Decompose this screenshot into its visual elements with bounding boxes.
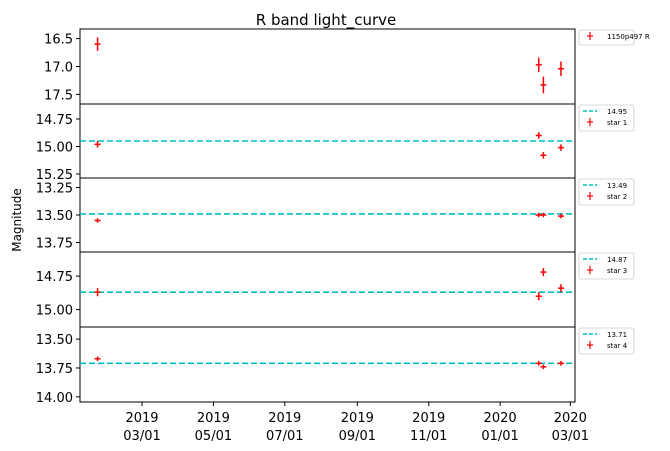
chart-title: R band light_curve [256,11,396,30]
legend-reference-label: 14.95 [607,108,627,116]
y-tick-label: 17.5 [44,88,73,103]
y-tick-label: 13.75 [36,362,73,377]
x-tick-label-date: 05/01 [195,429,232,444]
y-tick-label: 15.00 [36,304,73,319]
data-point [94,141,101,148]
x-tick-label-date: 01/01 [481,429,518,444]
x-tick-label-year: 2019 [268,411,301,426]
data-point [557,361,564,366]
data-point [94,37,101,51]
legend-reference-label: 14.87 [607,256,627,264]
y-tick-label: 13.50 [36,209,73,224]
data-point [557,61,564,76]
panel-frame [79,251,576,328]
y-tick-label: 14.00 [36,391,73,406]
data-point [535,57,542,73]
data-point [540,76,547,94]
data-point [540,152,547,159]
y-tick-label: 17.0 [44,61,73,76]
panel-2: 14.75 15.00 15.25 14.95 star 1 [36,103,635,183]
legend: 1150p497 R [578,29,650,46]
y-tick-label: 16.5 [44,33,73,48]
data-point [535,132,542,139]
panel-4: 14.75 15.00 14.87 star 3 [36,251,635,328]
x-tick-label-year: 2019 [197,411,230,426]
y-axis-label: Magnitude [10,188,24,252]
x-tick-label-year: 2019 [125,411,158,426]
legend-series-label: star 2 [607,193,627,201]
y-tick-label: 14.75 [36,270,73,285]
legend-series-label: star 4 [607,342,628,350]
data-point [94,218,101,223]
legend-series-label: star 3 [607,267,627,275]
x-tick-label-date: 03/01 [552,429,589,444]
x-tick-label-date: 03/01 [123,429,160,444]
y-tick-label: 15.00 [36,141,73,156]
legend: 13.49 star 2 [578,178,635,206]
data-point [540,268,547,277]
panel-3: 13.25 13.50 13.75 13.49 star 2 [36,177,635,253]
data-point [94,356,101,362]
y-tick-label: 13.75 [36,237,73,252]
panel-5: 13.50 13.75 14.00 13.71 star 4 [36,326,635,406]
y-tick-label: 13.50 [36,333,73,348]
panel-1: 16.5 17.0 17.5 1150p497 R [44,28,650,105]
y-tick-label: 13.25 [36,182,73,197]
x-axis: 2019 03/01 2019 05/01 2019 07/01 2019 09/01 2019… [123,402,589,444]
legend: 13.71 star 4 [578,327,635,355]
data-point [535,292,542,301]
data-point [540,212,547,218]
legend-box [578,29,635,46]
x-tick-label-date: 11/01 [410,429,447,444]
legend: 14.87 star 3 [578,252,635,280]
y-tick-label: 14.75 [36,113,73,128]
panel-frame [79,177,576,253]
y-tick-label: 15.25 [36,168,73,183]
legend-series-label: 1150p497 R [607,33,650,41]
x-tick-label-year: 2019 [341,411,374,426]
data-point [557,284,564,293]
panel-frame [79,28,576,105]
x-tick-label-year: 2020 [484,411,517,426]
data-point [535,361,542,366]
data-point [557,144,564,151]
legend-series-label: star 1 [607,119,627,127]
x-tick-label-date: 07/01 [266,429,303,444]
x-tick-label-year: 2019 [412,411,445,426]
data-point [540,364,547,370]
legend-reference-label: 13.71 [607,331,627,339]
data-point [94,288,101,297]
legend: 14.95 star 1 [578,104,635,132]
legend-reference-label: 13.49 [607,182,627,190]
x-tick-label-year: 2020 [554,411,587,426]
data-point [557,213,564,219]
x-tick-label-date: 09/01 [339,429,376,444]
panel-frame [79,326,576,403]
